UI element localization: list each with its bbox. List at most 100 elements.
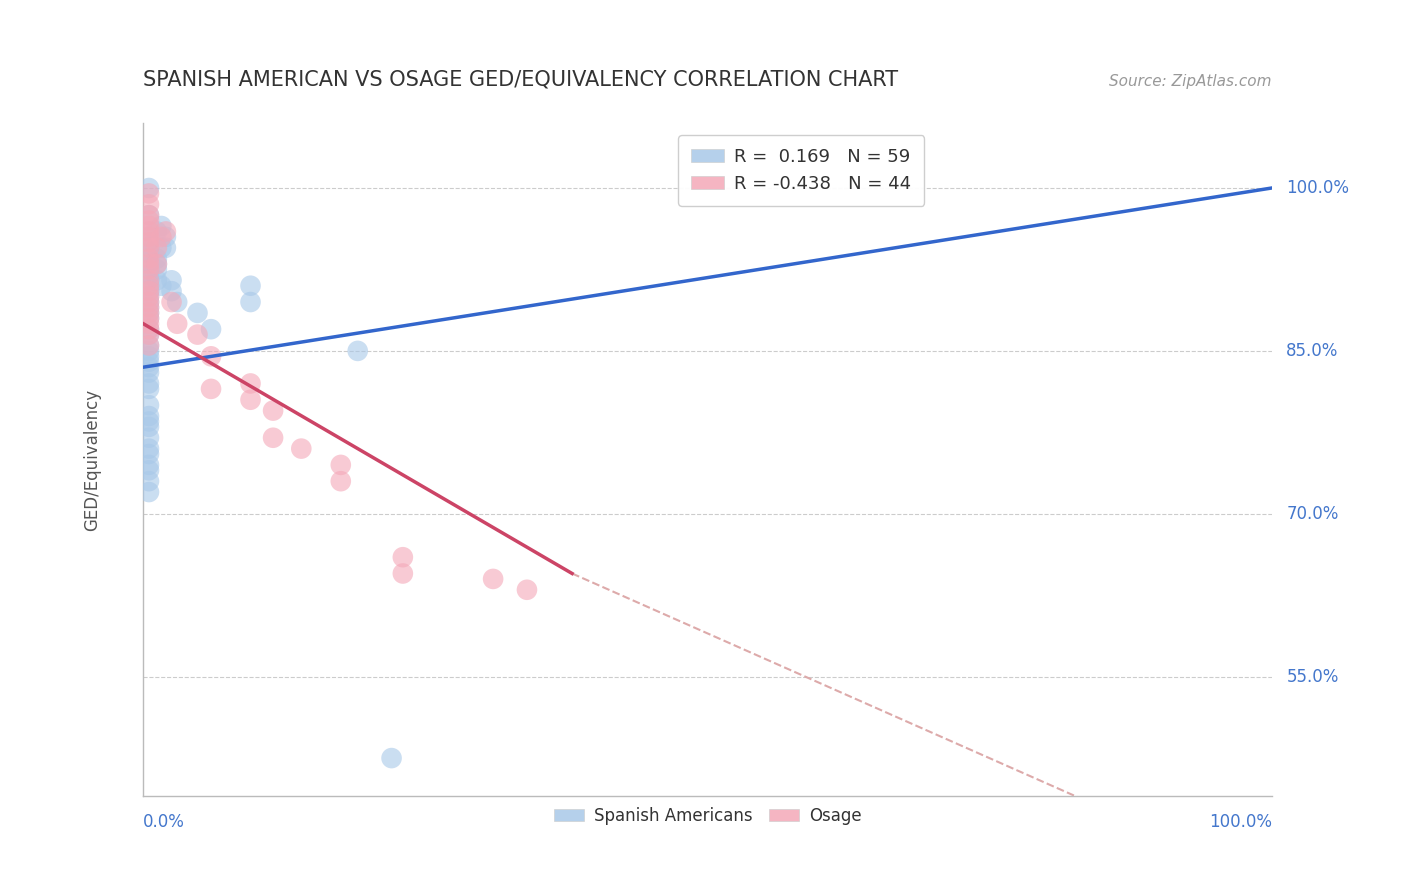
Point — [392, 566, 415, 581]
Point — [138, 197, 160, 211]
Point — [138, 485, 160, 500]
Point — [138, 338, 160, 352]
Point — [150, 219, 173, 233]
Point — [200, 382, 222, 396]
Point — [166, 317, 188, 331]
Legend: Spanish Americans, Osage: Spanish Americans, Osage — [547, 800, 868, 831]
Point — [262, 403, 284, 417]
Point — [138, 306, 160, 320]
Point — [138, 273, 160, 287]
Point — [239, 376, 262, 391]
Point — [200, 349, 222, 363]
Point — [346, 343, 368, 358]
Point — [138, 224, 160, 238]
Point — [290, 442, 312, 456]
Point — [155, 224, 177, 238]
Point — [138, 415, 160, 429]
Point — [262, 431, 284, 445]
Point — [138, 230, 160, 244]
Point — [392, 550, 415, 565]
Point — [138, 241, 160, 255]
Point — [516, 582, 538, 597]
Text: 85.0%: 85.0% — [1286, 342, 1339, 359]
Point — [166, 295, 188, 310]
Point — [138, 295, 160, 310]
Point — [138, 295, 160, 310]
Point — [138, 284, 160, 298]
Point — [138, 246, 160, 260]
Point — [200, 322, 222, 336]
Point — [146, 257, 169, 271]
Point — [146, 252, 169, 266]
Point — [138, 398, 160, 412]
Point — [138, 463, 160, 477]
Point — [138, 252, 160, 266]
Point — [138, 224, 160, 238]
Text: GED/Equivalency: GED/Equivalency — [83, 388, 101, 531]
Point — [138, 431, 160, 445]
Point — [160, 295, 183, 310]
Point — [146, 241, 169, 255]
Point — [138, 235, 160, 250]
Point — [138, 219, 160, 233]
Text: 0.0%: 0.0% — [143, 813, 186, 831]
Point — [138, 311, 160, 326]
Text: 70.0%: 70.0% — [1286, 505, 1339, 523]
Point — [138, 268, 160, 282]
Point — [186, 327, 208, 342]
Point — [138, 376, 160, 391]
Point — [380, 751, 402, 765]
Point — [138, 278, 160, 293]
Point — [138, 186, 160, 201]
Point — [138, 366, 160, 380]
Point — [186, 306, 208, 320]
Point — [138, 311, 160, 326]
Point — [138, 262, 160, 277]
Point — [138, 349, 160, 363]
Point — [138, 257, 160, 271]
Point — [138, 235, 160, 250]
Point — [138, 181, 160, 195]
Point — [138, 317, 160, 331]
Point — [138, 273, 160, 287]
Text: 100.0%: 100.0% — [1286, 179, 1350, 197]
Point — [138, 301, 160, 315]
Point — [146, 257, 169, 271]
Text: 55.0%: 55.0% — [1286, 667, 1339, 686]
Point — [150, 241, 173, 255]
Point — [138, 322, 160, 336]
Point — [138, 327, 160, 342]
Point — [138, 306, 160, 320]
Point — [138, 458, 160, 472]
Point — [138, 442, 160, 456]
Point — [150, 278, 173, 293]
Point — [146, 273, 169, 287]
Point — [146, 262, 169, 277]
Point — [138, 208, 160, 222]
Point — [138, 290, 160, 304]
Point — [138, 382, 160, 396]
Text: Source: ZipAtlas.com: Source: ZipAtlas.com — [1109, 74, 1271, 89]
Text: SPANISH AMERICAN VS OSAGE GED/EQUIVALENCY CORRELATION CHART: SPANISH AMERICAN VS OSAGE GED/EQUIVALENC… — [143, 70, 898, 89]
Point — [239, 392, 262, 407]
Point — [138, 230, 160, 244]
Point — [160, 284, 183, 298]
Point — [138, 257, 160, 271]
Point — [138, 284, 160, 298]
Point — [482, 572, 505, 586]
Point — [138, 327, 160, 342]
Point — [138, 360, 160, 375]
Point — [155, 230, 177, 244]
Point — [146, 224, 169, 238]
Point — [138, 241, 160, 255]
Point — [138, 447, 160, 461]
Point — [138, 252, 160, 266]
Point — [138, 213, 160, 227]
Point — [160, 273, 183, 287]
Text: 100.0%: 100.0% — [1209, 813, 1271, 831]
Point — [329, 458, 352, 472]
Point — [138, 290, 160, 304]
Point — [138, 301, 160, 315]
Point — [138, 409, 160, 423]
Point — [138, 322, 160, 336]
